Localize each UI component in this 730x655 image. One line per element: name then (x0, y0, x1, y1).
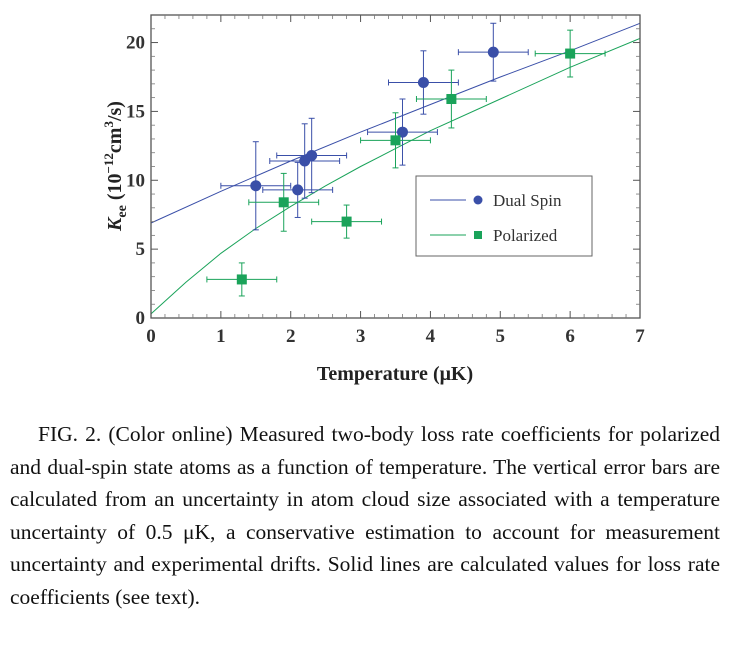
polarized-point (446, 94, 457, 105)
x-tick-label: 0 (146, 326, 156, 347)
polarized-point (390, 135, 401, 146)
dual-spin-point (417, 76, 429, 88)
caption-text: (Color online) Measured two-body loss ra… (10, 422, 720, 609)
polarized-model-curve (150, 37, 641, 315)
y-tick-label: 10 (126, 170, 145, 191)
dual-spin-point (292, 184, 304, 196)
dual-spin-point (487, 46, 499, 58)
model-curves (150, 22, 641, 315)
x-tick-label: 1 (216, 326, 226, 347)
polarized-point (341, 216, 352, 227)
legend-polarized-label: Polarized (493, 226, 558, 245)
y-tick-label: 20 (126, 33, 145, 54)
y-tick-label: 15 (126, 101, 145, 122)
y-axis-title: Kee (10−12cm3/s) (101, 101, 130, 232)
polarized-point (236, 274, 247, 285)
dual-spin-point (306, 149, 318, 161)
loss-rate-chart: 0 1 2 3 4 5 6 7 0 5 10 15 20 Temperature (μK) Kee (… (101, 14, 645, 385)
figure-caption: FIG. 2. (Color online) Measured two-body… (10, 418, 720, 613)
legend-dual-spin-label: Dual Spin (493, 191, 562, 210)
x-tick-labels: 0 1 2 3 4 5 6 7 (146, 326, 645, 347)
x-axis-title: Temperature (μK) (317, 363, 473, 385)
axis-ticks (150, 15, 641, 319)
data-markers (236, 46, 576, 285)
x-tick-label: 5 (496, 326, 506, 347)
x-tick-label: 6 (565, 326, 575, 347)
legend: Dual Spin Polarized (415, 175, 593, 257)
dual-spin-point (250, 180, 262, 192)
legend-dual-spin-marker (473, 195, 483, 205)
caption-lead: FIG. 2. (38, 422, 102, 446)
y-tick-label: 0 (136, 308, 146, 329)
y-tick-labels: 0 5 10 15 20 (126, 33, 145, 329)
x-tick-label: 2 (286, 326, 296, 347)
legend-box (415, 175, 593, 257)
y-tick-label: 5 (136, 239, 146, 260)
x-tick-label: 4 (426, 326, 436, 347)
x-tick-label: 3 (356, 326, 366, 347)
dual-spin-point (396, 126, 408, 138)
polarized-point (565, 48, 576, 59)
legend-polarized-marker (474, 231, 482, 239)
polarized-point (278, 197, 289, 208)
x-tick-label: 7 (635, 326, 645, 347)
